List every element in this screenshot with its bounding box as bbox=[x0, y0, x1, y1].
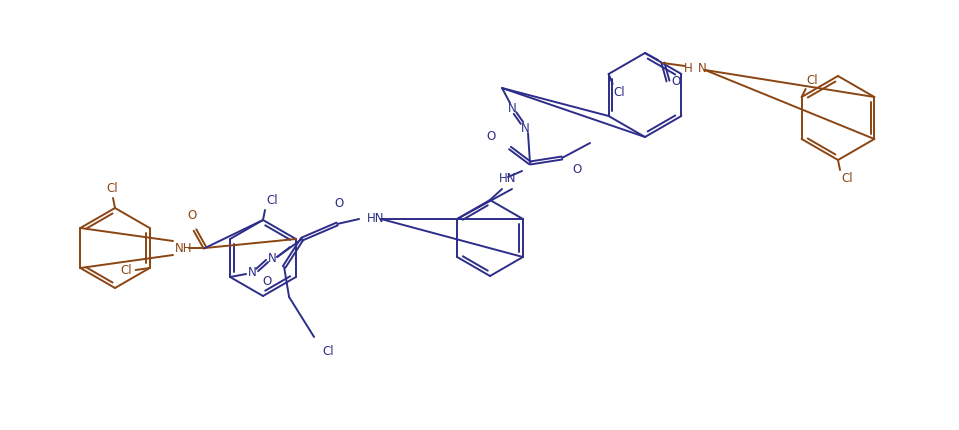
Text: O: O bbox=[671, 75, 680, 88]
Text: HN: HN bbox=[500, 172, 517, 185]
Text: Cl: Cl bbox=[807, 74, 818, 87]
Text: N: N bbox=[521, 122, 529, 135]
Text: N: N bbox=[698, 61, 707, 74]
Text: O: O bbox=[487, 130, 496, 143]
Text: NH: NH bbox=[175, 242, 193, 255]
Text: Cl: Cl bbox=[120, 264, 131, 277]
Text: O: O bbox=[187, 209, 197, 222]
Text: HN: HN bbox=[367, 212, 385, 225]
Text: N: N bbox=[268, 252, 276, 265]
Text: Cl: Cl bbox=[322, 345, 334, 358]
Text: Cl: Cl bbox=[266, 194, 277, 207]
Text: Cl: Cl bbox=[106, 182, 118, 195]
Text: N: N bbox=[507, 101, 516, 114]
Text: N: N bbox=[247, 265, 256, 279]
Text: H: H bbox=[685, 61, 693, 74]
Text: O: O bbox=[263, 275, 272, 288]
Text: O: O bbox=[572, 163, 581, 176]
Text: Cl: Cl bbox=[841, 172, 853, 185]
Text: O: O bbox=[335, 197, 343, 210]
Text: Cl: Cl bbox=[614, 86, 625, 99]
